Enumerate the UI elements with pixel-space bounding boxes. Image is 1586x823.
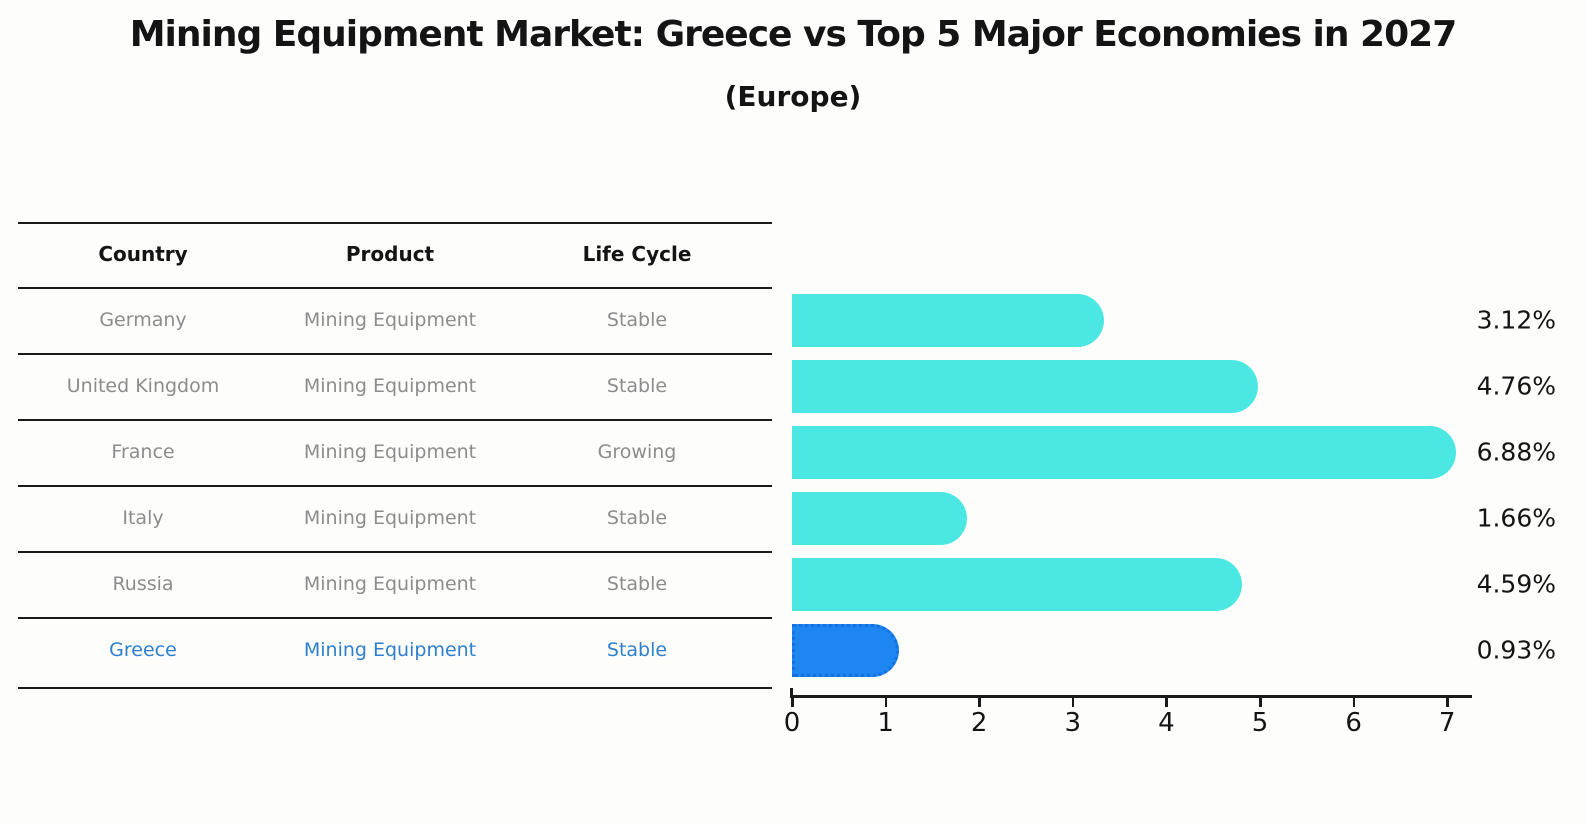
x-axis-tick [884,698,888,707]
table-cell-country: France [111,441,175,463]
chart-subtitle: (Europe) [724,80,862,113]
table-cell-life-cycle: Stable [606,573,668,595]
axis-corner-stub [790,688,793,698]
table-cell-country: United Kingdom [66,375,220,397]
bar-value-label: 6.88% [1476,437,1556,467]
table-cell-country: Russia [112,573,174,595]
bar-value-label: 4.76% [1476,371,1556,401]
x-axis-tick [1165,698,1168,707]
table-cell-product: Mining Equipment [303,573,477,595]
bar-value-label: 3.12% [1476,305,1556,335]
table-divider-line [18,485,772,487]
x-axis-tick-label: 7 [1438,708,1456,738]
bar-germany [792,293,1105,347]
table-cell-life-cycle: Growing [597,441,677,463]
x-axis-tick [1259,698,1262,707]
x-axis-tick-label: 0 [783,708,801,738]
table-cell-country: Germany [99,309,187,331]
chart-title: Mining Equipment Market: Greece vs Top 5… [129,14,1458,55]
x-axis-tick [1071,698,1075,707]
x-axis-tick-label: 1 [877,708,894,738]
x-axis-tick [1446,698,1449,707]
x-axis-tick [978,698,981,707]
table-cell-life-cycle: Stable [606,375,668,397]
table-cell-life-cycle: Stable [606,309,668,331]
table-divider-line [18,419,772,421]
bar-value-label: 1.66% [1476,503,1556,533]
bar-value-label: 0.93% [1476,635,1556,665]
bar-value-label: 4.59% [1476,569,1556,599]
column-header-life-cycle: Life Cycle [582,242,692,266]
table-cell-country: Greece [109,639,177,661]
bar-greece-highlighted [792,623,900,677]
bar-italy [792,491,968,545]
bar-russia [792,557,1242,611]
x-axis-tick [791,698,794,707]
x-axis-tick-label: 6 [1345,708,1362,738]
table-cell-life-cycle: Stable [606,507,668,529]
table-cell-product: Mining Equipment [303,309,477,331]
table-cell-country: Italy [122,507,164,529]
table-divider-line [18,551,772,553]
bar-france [792,425,1456,479]
x-axis-spine [790,695,1472,698]
x-axis-tick [1352,698,1356,707]
table-cell-product: Mining Equipment [303,507,477,529]
x-axis-tick-label: 5 [1251,708,1269,738]
table-divider-line [18,222,772,224]
table-divider-line [18,617,772,619]
column-header-product: Product [345,242,435,266]
table-cell-product: Mining Equipment [303,639,477,661]
table-cell-life-cycle: Stable [606,639,668,661]
table-cell-product: Mining Equipment [303,375,477,397]
table-divider-line [18,287,772,289]
table-divider-line [18,353,772,355]
table-cell-product: Mining Equipment [303,441,477,463]
x-axis-tick-label: 2 [970,708,988,738]
table-divider-line [18,687,772,689]
x-axis-tick-label: 4 [1158,708,1175,738]
column-header-country: Country [98,242,188,266]
bar-united-kingdom [792,359,1258,413]
x-axis-tick-label: 3 [1064,708,1082,738]
